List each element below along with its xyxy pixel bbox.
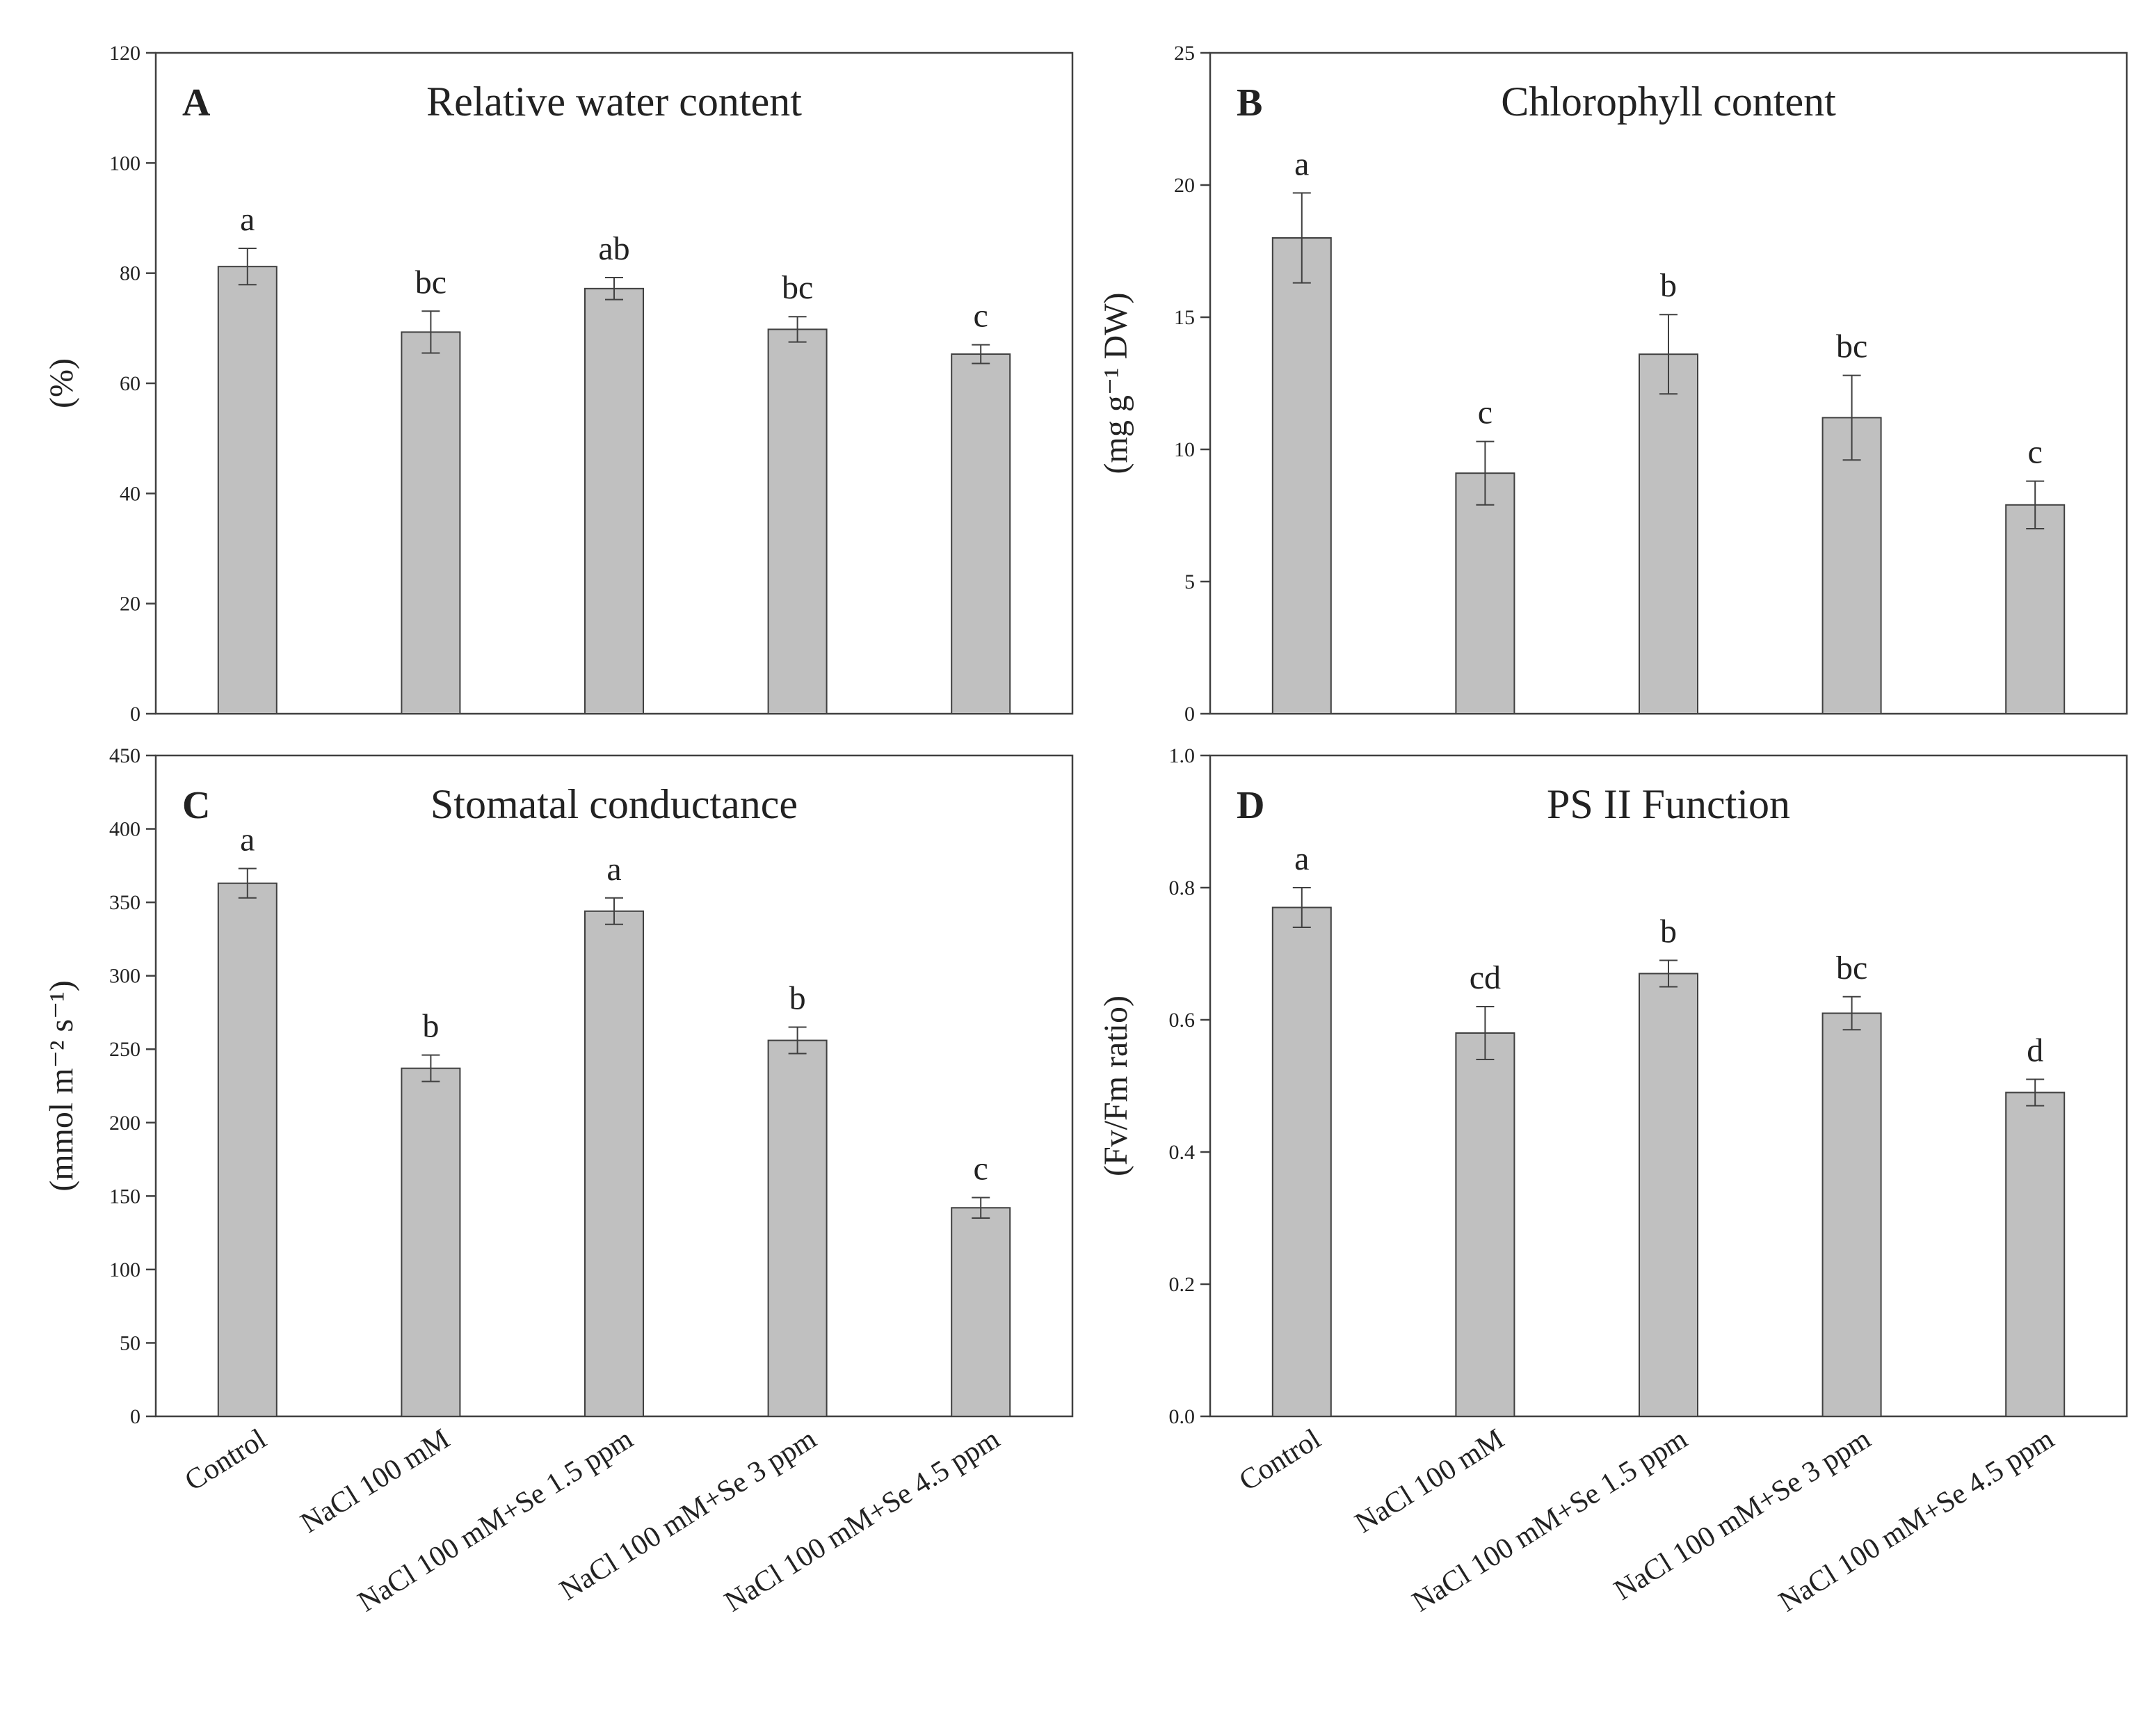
bar — [584, 287, 644, 715]
significance-label: c — [2028, 434, 2043, 471]
significance-label: a — [606, 851, 621, 888]
bar — [584, 910, 644, 1418]
category-label: Control — [179, 1423, 272, 1497]
bar — [951, 353, 1011, 714]
bar — [767, 1039, 828, 1417]
y-tick-label: 15 — [1174, 306, 1195, 329]
y-tick-label: 0 — [1184, 703, 1195, 726]
bar — [1639, 353, 1698, 714]
y-tick-label: 20 — [1174, 174, 1195, 197]
y-axis-label: (mg g⁻¹ DW) — [1097, 293, 1134, 474]
panel-b: 0 5 10 15 20 25 (mg g⁻¹ DW) B Chlorophyll conten… — [1097, 42, 2128, 726]
significance-label: d — [2027, 1032, 2043, 1069]
panel-a: 0 20 40 60 80 100 120 (%) A Relative water conten… — [43, 42, 1074, 726]
bar — [217, 266, 277, 714]
category-label: NaCl 100 mM — [1350, 1423, 1510, 1539]
y-tick-label: 0.2 — [1169, 1273, 1196, 1296]
significance-label: bc — [782, 269, 813, 306]
y-tick-label: 250 — [109, 1038, 140, 1061]
panel-title: Chlorophyll content — [1501, 79, 1836, 125]
significance-label: cd — [1470, 959, 1501, 996]
bar — [217, 882, 277, 1417]
y-tick-label: 50 — [120, 1331, 140, 1354]
y-tick-label: 25 — [1174, 42, 1195, 65]
significance-label: bc — [1836, 950, 1867, 986]
significance-label: c — [1478, 394, 1493, 431]
y-tick-label: 10 — [1174, 438, 1195, 461]
y-tick-label: 300 — [109, 965, 140, 988]
y-tick-label: 80 — [120, 262, 140, 285]
y-tick-label: 200 — [109, 1112, 140, 1135]
panel-d: 0.0 0.2 0.4 0.6 0.8 1.0 (Fv/Fm ratio) D PS II Fu… — [1097, 744, 2128, 1618]
y-tick-label: 0.6 — [1169, 1009, 1196, 1032]
bar — [1455, 472, 1515, 714]
significance-label: a — [240, 822, 255, 858]
significance-label: b — [789, 980, 806, 1017]
y-tick-label: 120 — [109, 42, 140, 65]
y-tick-label: 100 — [109, 1258, 140, 1281]
significance-label: c — [974, 298, 988, 335]
y-tick-label: 5 — [1184, 570, 1195, 593]
y-axis-label: (mmol m⁻² s⁻¹) — [43, 980, 80, 1191]
panel-letter: B — [1237, 81, 1262, 125]
bar — [2005, 504, 2066, 714]
panel-letter: C — [182, 784, 210, 827]
bar — [2005, 1091, 2066, 1417]
significance-label: bc — [415, 264, 447, 301]
y-tick-label: 150 — [109, 1185, 140, 1208]
y-tick-label: 350 — [109, 891, 140, 914]
bar — [401, 1067, 461, 1417]
significance-label: b — [1660, 913, 1677, 950]
significance-label: a — [1294, 145, 1309, 182]
y-tick-label: 400 — [109, 818, 140, 841]
panel-c: 0 50 100 150 200 250 300 350 400 450 (mmol m⁻² s⁻¹… — [43, 744, 1074, 1618]
significance-label: b — [1660, 267, 1677, 304]
panel-title: Relative water content — [426, 79, 802, 125]
y-tick-label: 1.0 — [1169, 744, 1196, 767]
y-tick-label: 100 — [109, 152, 140, 175]
y-tick-label: 40 — [120, 482, 140, 505]
y-tick-label: 0.0 — [1169, 1405, 1196, 1428]
y-tick-label: 450 — [109, 744, 140, 767]
category-label: NaCl 100 mM — [296, 1423, 456, 1539]
y-tick-label: 0 — [130, 1405, 140, 1428]
y-tick-label: 60 — [120, 372, 140, 395]
panel-letter: A — [182, 81, 211, 125]
y-axis-label: (%) — [43, 358, 80, 408]
y-tick-label: 0.8 — [1169, 877, 1196, 899]
significance-label: c — [974, 1150, 988, 1187]
significance-label: b — [422, 1008, 439, 1045]
panel-title: Stomatal conductance — [431, 781, 798, 827]
bar — [401, 331, 461, 714]
bar — [1455, 1032, 1515, 1417]
bar — [1821, 1012, 1882, 1417]
bar — [1821, 417, 1882, 715]
bar — [951, 1207, 1011, 1417]
bar — [1271, 237, 1332, 714]
panel-letter: D — [1237, 784, 1264, 827]
y-tick-label: 0 — [130, 703, 140, 726]
bar — [1271, 906, 1332, 1417]
significance-label: bc — [1836, 328, 1867, 365]
significance-label: ab — [598, 230, 629, 267]
bar — [767, 328, 828, 714]
y-tick-label: 20 — [120, 593, 140, 616]
bar — [1639, 973, 1698, 1417]
y-axis-label: (Fv/Fm ratio) — [1097, 995, 1134, 1176]
panel-title: PS II Function — [1547, 781, 1790, 827]
category-label: Control — [1234, 1423, 1326, 1497]
y-tick-label: 0.4 — [1169, 1141, 1196, 1164]
significance-label: a — [240, 201, 255, 238]
significance-label: a — [1294, 840, 1309, 877]
